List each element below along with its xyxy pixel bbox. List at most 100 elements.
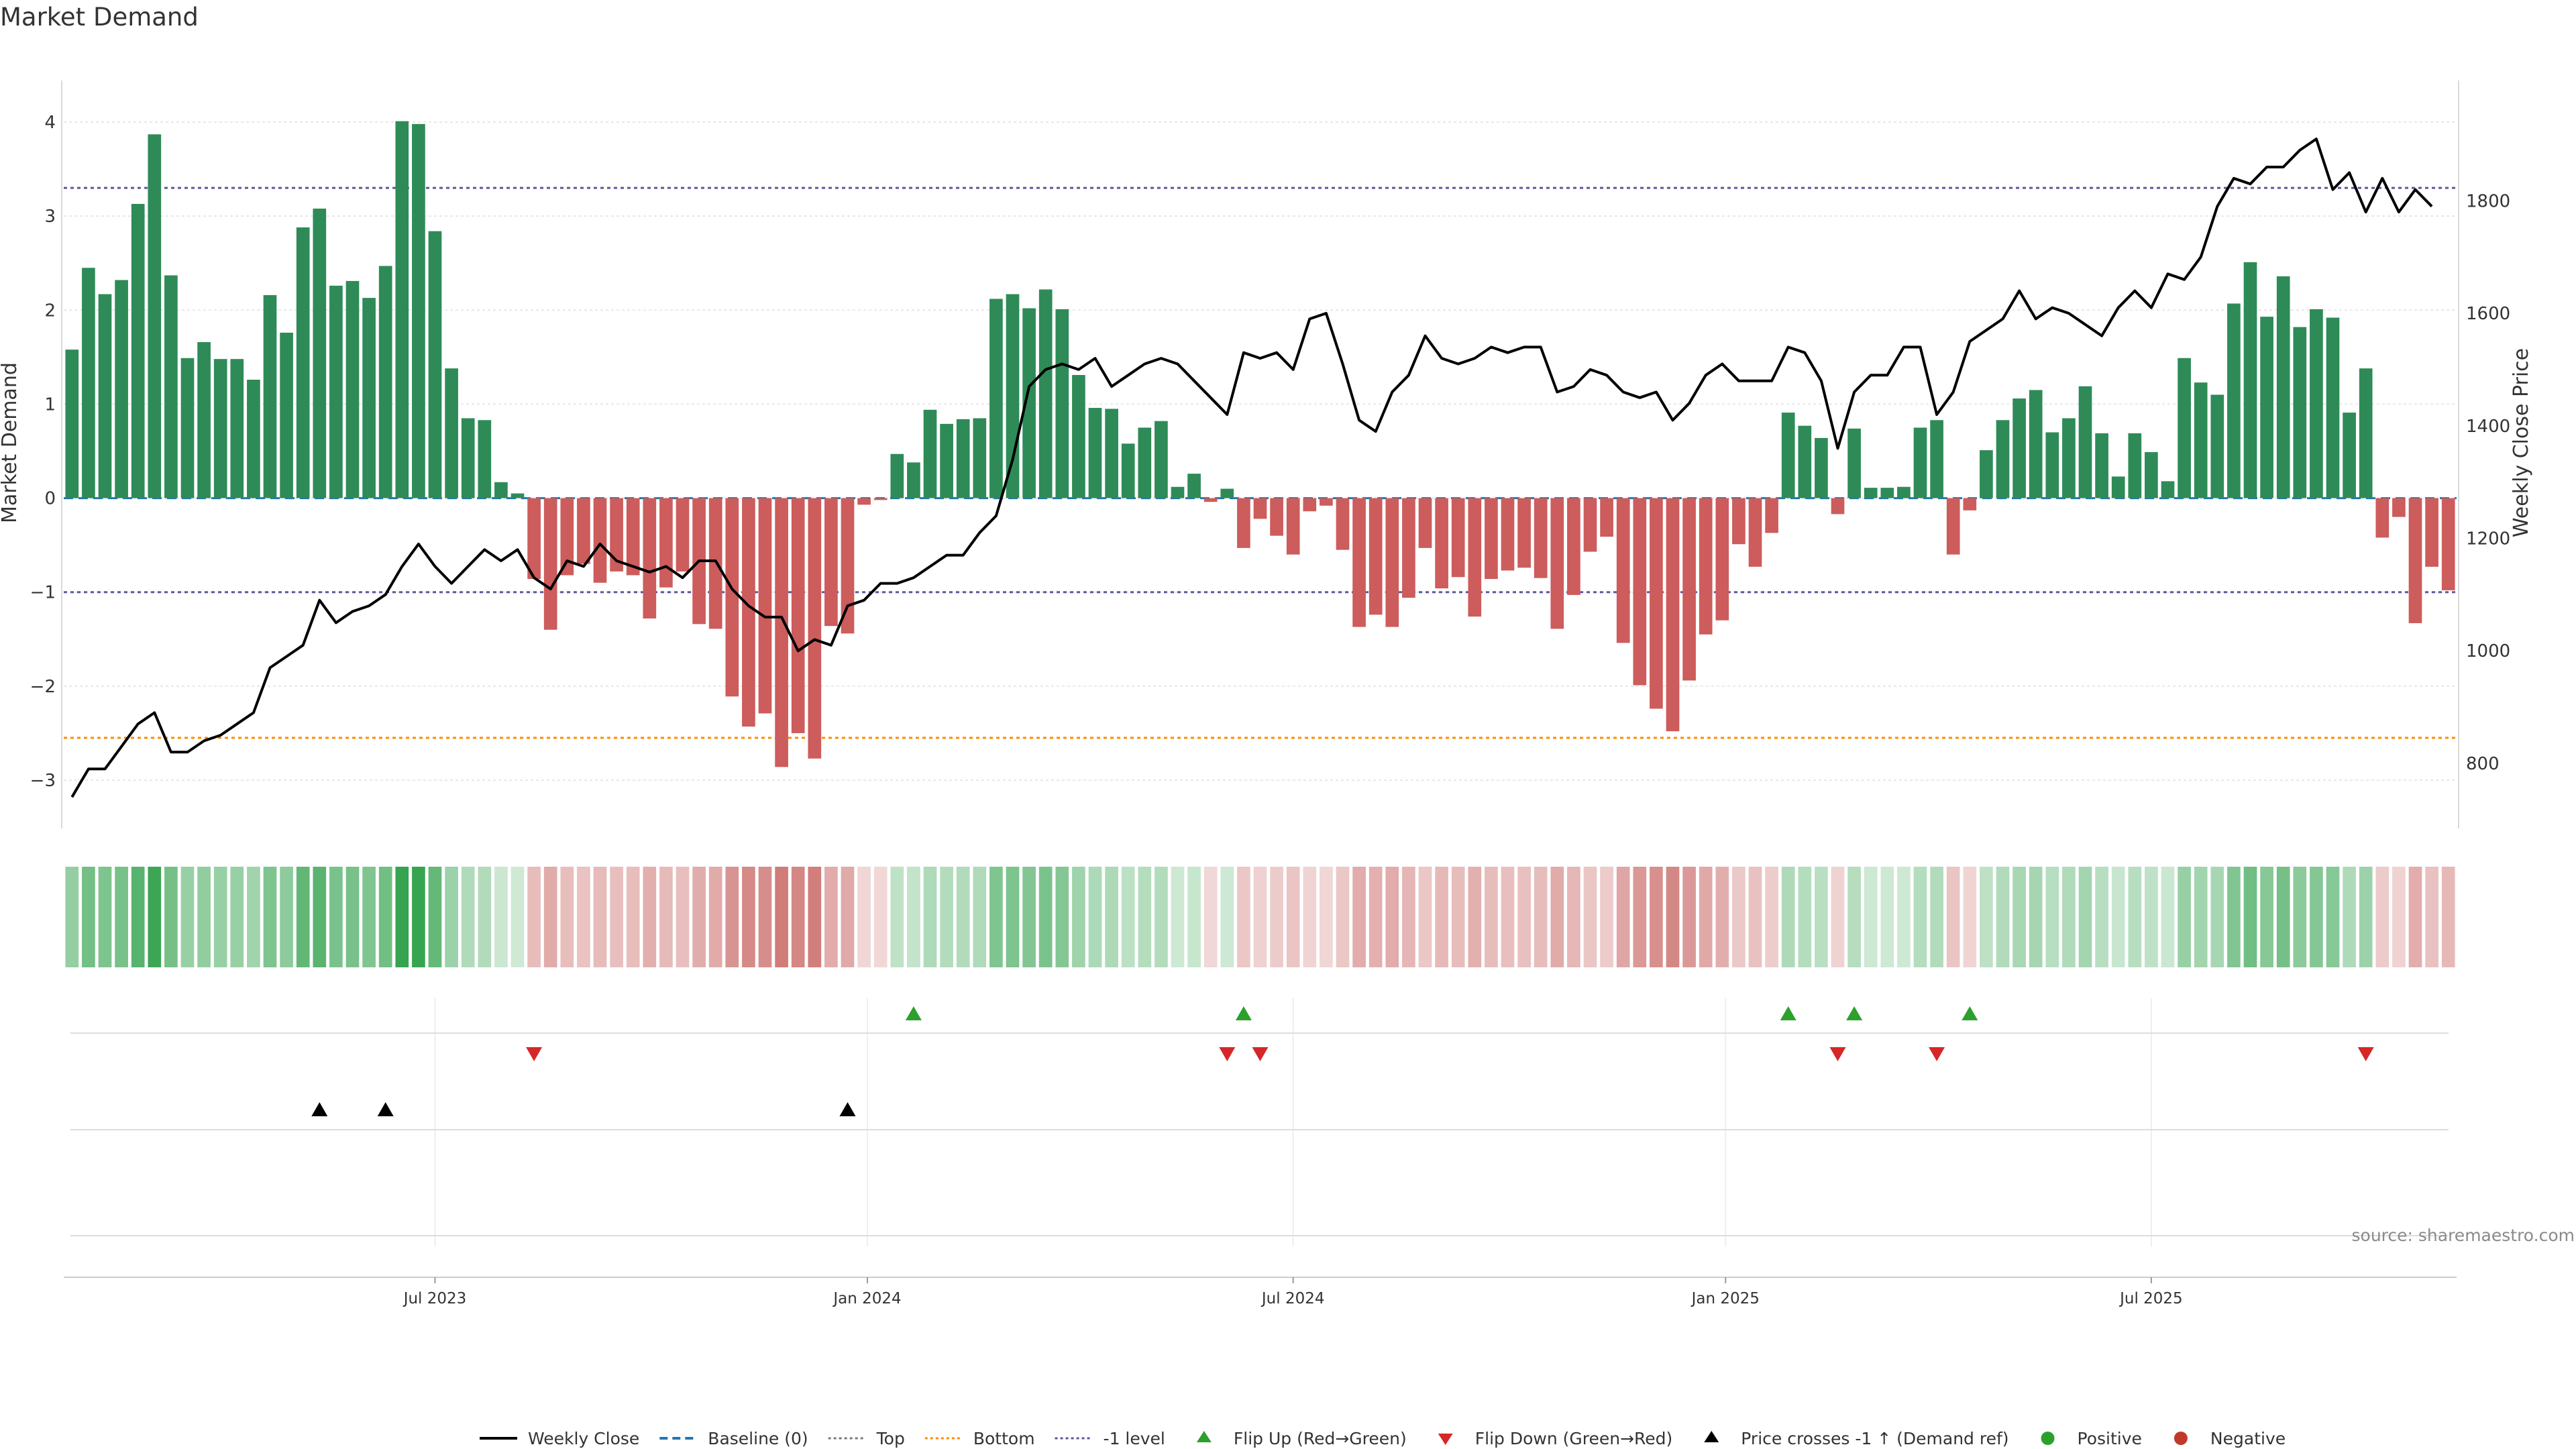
demand-bar (378, 266, 392, 498)
legend-swatch (2174, 1432, 2188, 1445)
demand-bar (758, 498, 772, 714)
demand-bar (2310, 309, 2323, 498)
heat-cell (1088, 867, 1102, 967)
demand-bar (1320, 498, 1333, 506)
y-left-tick-label: 4 (44, 113, 56, 133)
demand-bar (230, 359, 244, 498)
demand-bar (2012, 398, 2026, 498)
source-text: source: sharemaestro.com (2352, 1226, 2575, 1245)
demand-bar (180, 358, 195, 498)
weekly-close-line (70, 138, 2433, 798)
demand-bar (1930, 420, 1943, 498)
demand-bar (543, 498, 557, 630)
legend-label: Weekly Close (528, 1429, 639, 1448)
demand-bar (2111, 476, 2125, 498)
y-left-tick-label: −3 (30, 771, 56, 791)
demand-bar (2210, 394, 2224, 498)
x-tick-label: Jan 2024 (832, 1290, 901, 1307)
demand-bar (2045, 432, 2059, 498)
demand-bar (197, 341, 211, 498)
heat-cell (1996, 867, 2010, 967)
demand-bar (1187, 474, 1201, 498)
heat-cell (2375, 867, 2390, 967)
demand-bar (2029, 390, 2043, 498)
demand-bar (2276, 276, 2290, 498)
demand-bar (824, 498, 838, 627)
demand-bar (362, 298, 376, 498)
x-axis: Jul 2023 Jan 2024 Jul 2024 Jan 2025 Jul 2025 (64, 1277, 2457, 1307)
demand-bar (1550, 498, 1564, 629)
heat-cell (1352, 867, 1366, 967)
heat-cell (1286, 867, 1300, 967)
heat-cell (131, 867, 145, 967)
heat-cell (412, 867, 425, 967)
demand-bar (1352, 498, 1366, 627)
legend-label: Top (876, 1429, 905, 1448)
heat-cell (1616, 867, 1630, 967)
demand-bar (2293, 327, 2307, 498)
heat-cell (758, 867, 772, 967)
heat-cell (1138, 867, 1152, 967)
demand-bar (1435, 498, 1448, 589)
price-cross-marker (377, 1102, 394, 1116)
demand-bar (2359, 368, 2373, 498)
heat-cell (1567, 867, 1580, 967)
demand-bar (1105, 409, 1118, 498)
x-tick-label: Jan 2025 (1690, 1290, 1760, 1307)
demand-bar (725, 498, 739, 697)
event-marker-panels (70, 998, 2449, 1246)
heat-cell (1320, 867, 1333, 967)
heat-cell (956, 867, 970, 967)
heat-cell (263, 867, 277, 967)
heat-cell (1748, 867, 1762, 967)
demand-bar (1006, 294, 1020, 498)
price-cross-marker (839, 1102, 856, 1116)
heat-cell (362, 867, 376, 967)
demand-bar (2095, 433, 2108, 498)
heat-cell (1650, 867, 1663, 967)
heat-cell (560, 867, 574, 967)
demand-bar (345, 280, 360, 498)
demand-bar (428, 231, 442, 498)
demand-bar (247, 380, 260, 498)
heat-cell (841, 867, 855, 967)
heat-cell (1946, 867, 1960, 967)
heat-cell (494, 867, 508, 967)
heat-cell (230, 867, 244, 967)
heat-cell (1253, 867, 1267, 967)
legend-swatch (1704, 1431, 1719, 1442)
demand-bar (1220, 488, 1234, 498)
demand-bar (296, 227, 310, 498)
y-right-tick-label: 800 (2466, 754, 2500, 774)
demand-bar (2375, 498, 2390, 538)
price-cross-marker (311, 1102, 328, 1116)
demand-bar (1418, 498, 1432, 548)
demand-bar (329, 285, 343, 498)
demand-bar (1138, 427, 1152, 498)
legend-label: Positive (2078, 1429, 2142, 1448)
heat-cell (2441, 867, 2455, 967)
demand-bar (1517, 498, 1531, 568)
heat-cell (2012, 867, 2026, 967)
demand-bar (1650, 498, 1663, 709)
demand-bar (610, 498, 623, 572)
heat-cell (1963, 867, 1977, 967)
flip-down-marker (1929, 1047, 1945, 1061)
demand-bar (593, 498, 607, 583)
legend-label: -1 level (1104, 1429, 1165, 1448)
heat-cell (2194, 867, 2208, 967)
demand-bar (560, 498, 574, 576)
demand-bar (1402, 498, 1415, 598)
demand-bar (676, 498, 690, 572)
demand-bar (742, 498, 755, 727)
demand-bar (808, 498, 822, 759)
heat-cell (923, 867, 937, 967)
heat-cell (1220, 867, 1234, 967)
demand-bar (1748, 498, 1762, 567)
demand-bar (989, 299, 1003, 498)
heat-cell (2111, 867, 2125, 967)
legend-label: Baseline (0) (708, 1429, 808, 1448)
heat-cell (511, 867, 525, 967)
heat-cell (2145, 867, 2158, 967)
heat-cell (2095, 867, 2108, 967)
